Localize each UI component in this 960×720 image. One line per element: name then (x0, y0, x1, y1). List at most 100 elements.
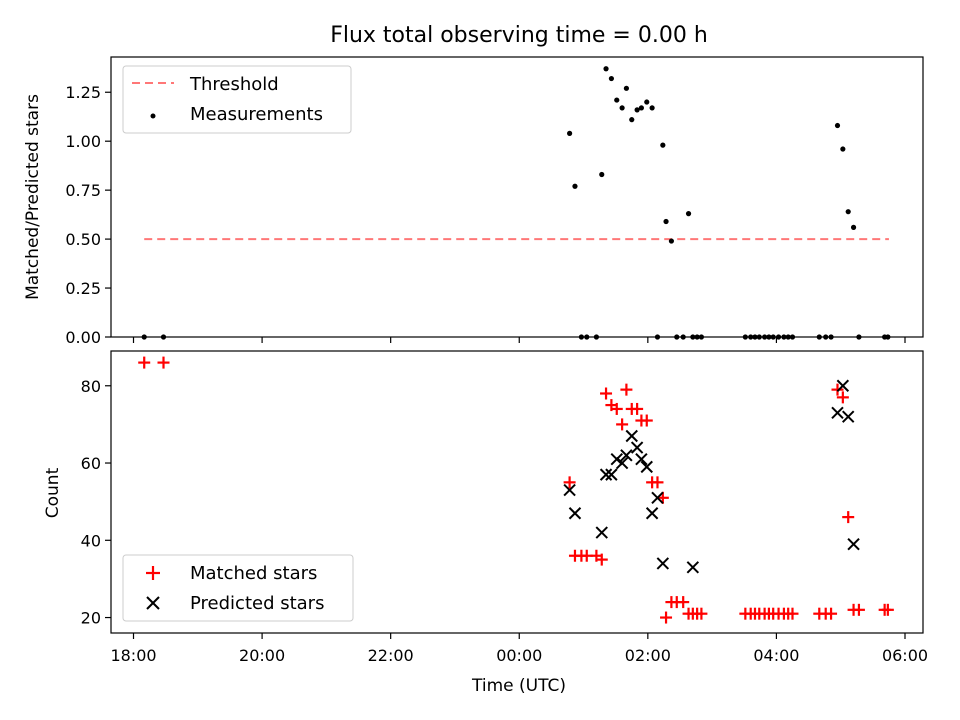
measurement-point (567, 130, 573, 136)
bottom-x-axis-label: Time (UTC) (471, 676, 566, 696)
top-y-tick-label: 1.00 (65, 132, 101, 151)
measurement-point (644, 99, 650, 105)
predicted-star-point (645, 507, 659, 520)
top-legend: Threshold Measurements (122, 65, 352, 134)
top-y-tick-label: 0.00 (65, 328, 101, 347)
matched-star-point (563, 476, 576, 489)
bottom-x-tick-label: 18:00 (110, 646, 156, 665)
bottom-y-axis-label: Count (43, 467, 63, 518)
predicted-star-point (847, 537, 860, 551)
measurement-point (840, 146, 846, 152)
predicted-star-point (656, 557, 670, 570)
predicted-star-point (651, 491, 664, 505)
bottom-y-tick-label: 80 (81, 377, 101, 396)
bottom-axis-ticks: 18:00 20:00 22:00 00:00 02:00 04:00 06:00 20 40 6… (81, 377, 928, 665)
measurement-point (608, 75, 615, 82)
measurement-point (668, 238, 675, 244)
matched-star-point (600, 387, 613, 400)
top-y-tick-label: 0.25 (65, 279, 101, 298)
matched-star-point (831, 383, 844, 396)
measurement-point (629, 117, 635, 123)
predicted-star-point (563, 483, 576, 497)
matched-star-point (616, 418, 629, 431)
matched-star-point (640, 414, 653, 427)
measurement-point (845, 209, 851, 215)
measurement-point (623, 85, 630, 91)
predicted-star-point (620, 449, 633, 462)
predicted-star-point (686, 561, 700, 574)
top-y-tick-label: 1.25 (65, 83, 101, 102)
predicted-legend-marker (146, 596, 160, 610)
matched-star-point (610, 402, 623, 415)
predicted-star-point (568, 507, 582, 520)
measurements-legend-label: Measurements (190, 104, 323, 125)
measurement-point (572, 183, 578, 189)
matched-star-point (825, 607, 838, 620)
matched-star-point (595, 553, 608, 566)
measurement-point (649, 105, 655, 111)
matched-star-point (881, 603, 894, 616)
matched-star-point (157, 356, 170, 369)
bottom-x-tick-label: 20:00 (239, 646, 285, 665)
matched-star-point (677, 596, 690, 609)
top-y-tick-label: 0.50 (65, 230, 101, 249)
matched-star-point (695, 607, 708, 620)
bottom-y-tick-label: 40 (81, 531, 101, 550)
measurement-point (834, 122, 841, 129)
top-axis-ticks: 0.00 0.25 0.50 0.75 1.00 1.25 (65, 83, 906, 347)
bottom-legend-box (122, 554, 354, 622)
bottom-plot-frame (110, 350, 924, 634)
bottom-x-tick-label: 06:00 (882, 646, 928, 665)
measurements-legend-marker (150, 113, 156, 119)
predicted-legend-label: Predicted stars (190, 593, 324, 614)
bottom-x-tick-label: 04:00 (753, 646, 799, 665)
bottom-y-tick-label: 60 (81, 454, 101, 473)
measurement-point (660, 142, 666, 148)
measurement-point (614, 97, 620, 103)
bottom-legend: Matched stars Predicted stars (122, 554, 354, 622)
measurement-point (603, 66, 609, 72)
matched-star-point (138, 356, 151, 369)
bottom-chart: Count Time (UTC) 18:00 20:00 22:00 00:00 02:… (43, 350, 928, 696)
measurement-point (850, 224, 857, 230)
predicted-star-point (842, 410, 855, 423)
measurement-point (685, 211, 692, 217)
predicted-star-point (615, 456, 629, 470)
matched-star-point (651, 476, 664, 489)
measurement-point (599, 171, 605, 178)
bottom-x-tick-label: 22:00 (368, 646, 414, 665)
matched-star-point (836, 391, 849, 404)
matched-legend-marker (146, 566, 160, 580)
top-chart: Flux total observing time = 0.00 h Match… (23, 23, 924, 347)
matched-star-point (620, 383, 633, 396)
matched-star-point (631, 402, 644, 415)
matched-legend-label: Matched stars (190, 563, 317, 584)
top-legend-box (122, 65, 352, 134)
bottom-x-tick-label: 02:00 (625, 646, 671, 665)
matched-star-point (786, 607, 799, 620)
bottom-plot-area (138, 356, 894, 624)
predicted-star-point (640, 460, 653, 474)
measurement-point (638, 105, 645, 111)
top-chart-title: Flux total observing time = 0.00 h (330, 23, 708, 48)
top-y-axis-label: Matched/Predicted stars (23, 94, 43, 300)
measurement-point (663, 218, 669, 225)
predicted-star-point (599, 468, 613, 481)
predicted-star-point (605, 468, 618, 481)
matched-star-point (660, 611, 673, 624)
matched-star-point (852, 603, 865, 616)
bottom-y-tick-label: 20 (81, 609, 101, 628)
predicted-star-point (831, 406, 844, 420)
bottom-x-tick-label: 00:00 (496, 646, 542, 665)
threshold-legend-label: Threshold (189, 74, 279, 95)
measurement-point (634, 107, 640, 113)
predicted-star-point (630, 441, 644, 454)
predicted-star-point (836, 379, 850, 392)
top-plot-frame (110, 56, 924, 338)
predicted-star-point (625, 429, 638, 443)
predicted-star-point (635, 452, 648, 466)
top-y-tick-label: 0.75 (65, 181, 101, 200)
predicted-star-point (610, 452, 623, 466)
measurement-point (619, 105, 625, 111)
